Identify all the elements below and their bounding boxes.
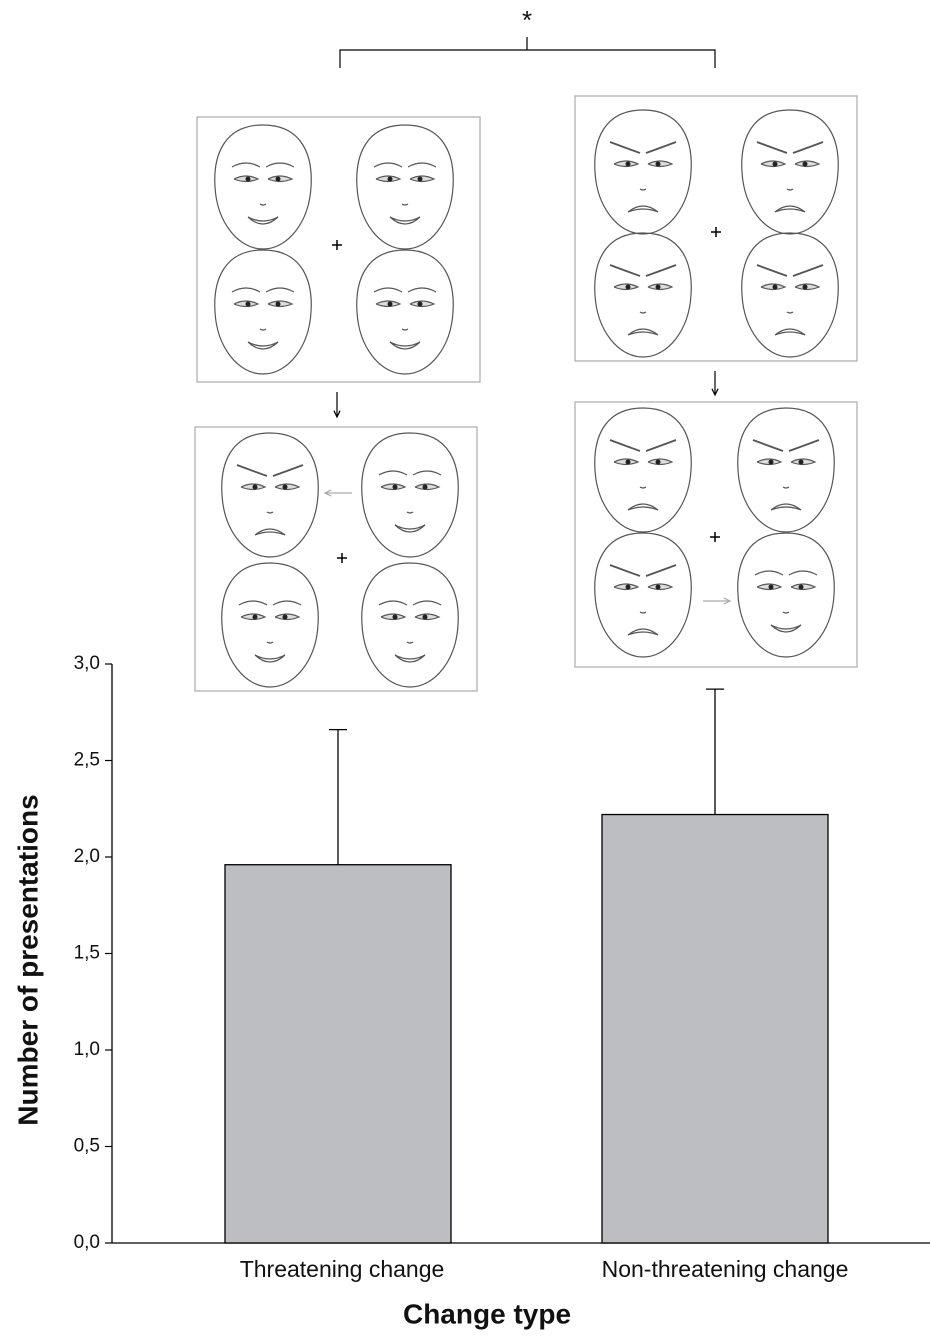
pupil: [769, 585, 774, 590]
error-bar: [706, 689, 724, 814]
pupil: [393, 485, 398, 490]
significance-marker: *: [522, 5, 532, 35]
pupil: [423, 615, 428, 620]
pupil: [656, 460, 661, 465]
bar: [602, 815, 828, 1243]
pupil: [769, 460, 774, 465]
pupil: [773, 285, 778, 290]
y-tick-label: 3,0: [74, 653, 100, 674]
y-axis-title: Number of presentations: [12, 794, 43, 1125]
pupil: [626, 460, 631, 465]
pupil: [246, 177, 251, 182]
pupil: [656, 285, 661, 290]
pupil: [283, 615, 288, 620]
y-tick-label: 2,5: [74, 750, 100, 771]
x-tick-label: Threatening change: [240, 1256, 445, 1282]
pupil: [626, 285, 631, 290]
pupil: [626, 585, 631, 590]
y-tick-label: 0,0: [74, 1232, 100, 1253]
chart: Change type Number of presentations * 0,…: [0, 0, 930, 1337]
stimulus-panel: [195, 427, 477, 691]
pupil: [276, 177, 281, 182]
pupil: [253, 615, 258, 620]
pupil: [799, 460, 804, 465]
pupil: [418, 302, 423, 307]
x-tick-label: Non-threatening change: [602, 1256, 849, 1282]
pupil: [388, 302, 393, 307]
pupil: [418, 177, 423, 182]
pupil: [626, 162, 631, 167]
pupil: [283, 485, 288, 490]
pupil: [803, 162, 808, 167]
pupil: [423, 485, 428, 490]
pupil: [656, 162, 661, 167]
bar: [225, 865, 451, 1243]
pupil: [799, 585, 804, 590]
pupil: [773, 162, 778, 167]
illustrations: [195, 96, 857, 691]
y-tick-label: 0,5: [74, 1136, 100, 1157]
bracket: [340, 50, 715, 68]
y-tick-label: 2,0: [74, 846, 100, 867]
pupil: [276, 302, 281, 307]
error-bar: [329, 730, 347, 865]
significance-bracket: [340, 37, 715, 68]
pupil: [393, 615, 398, 620]
y-tick-label: 1,5: [74, 943, 100, 964]
pupil: [803, 285, 808, 290]
y-tick-label: 1,0: [74, 1039, 100, 1060]
x-axis-title: Change type: [403, 1298, 571, 1329]
pupil: [656, 585, 661, 590]
pupil: [253, 485, 258, 490]
stimulus-panel: [197, 117, 480, 382]
pupil: [388, 177, 393, 182]
pupil: [246, 302, 251, 307]
